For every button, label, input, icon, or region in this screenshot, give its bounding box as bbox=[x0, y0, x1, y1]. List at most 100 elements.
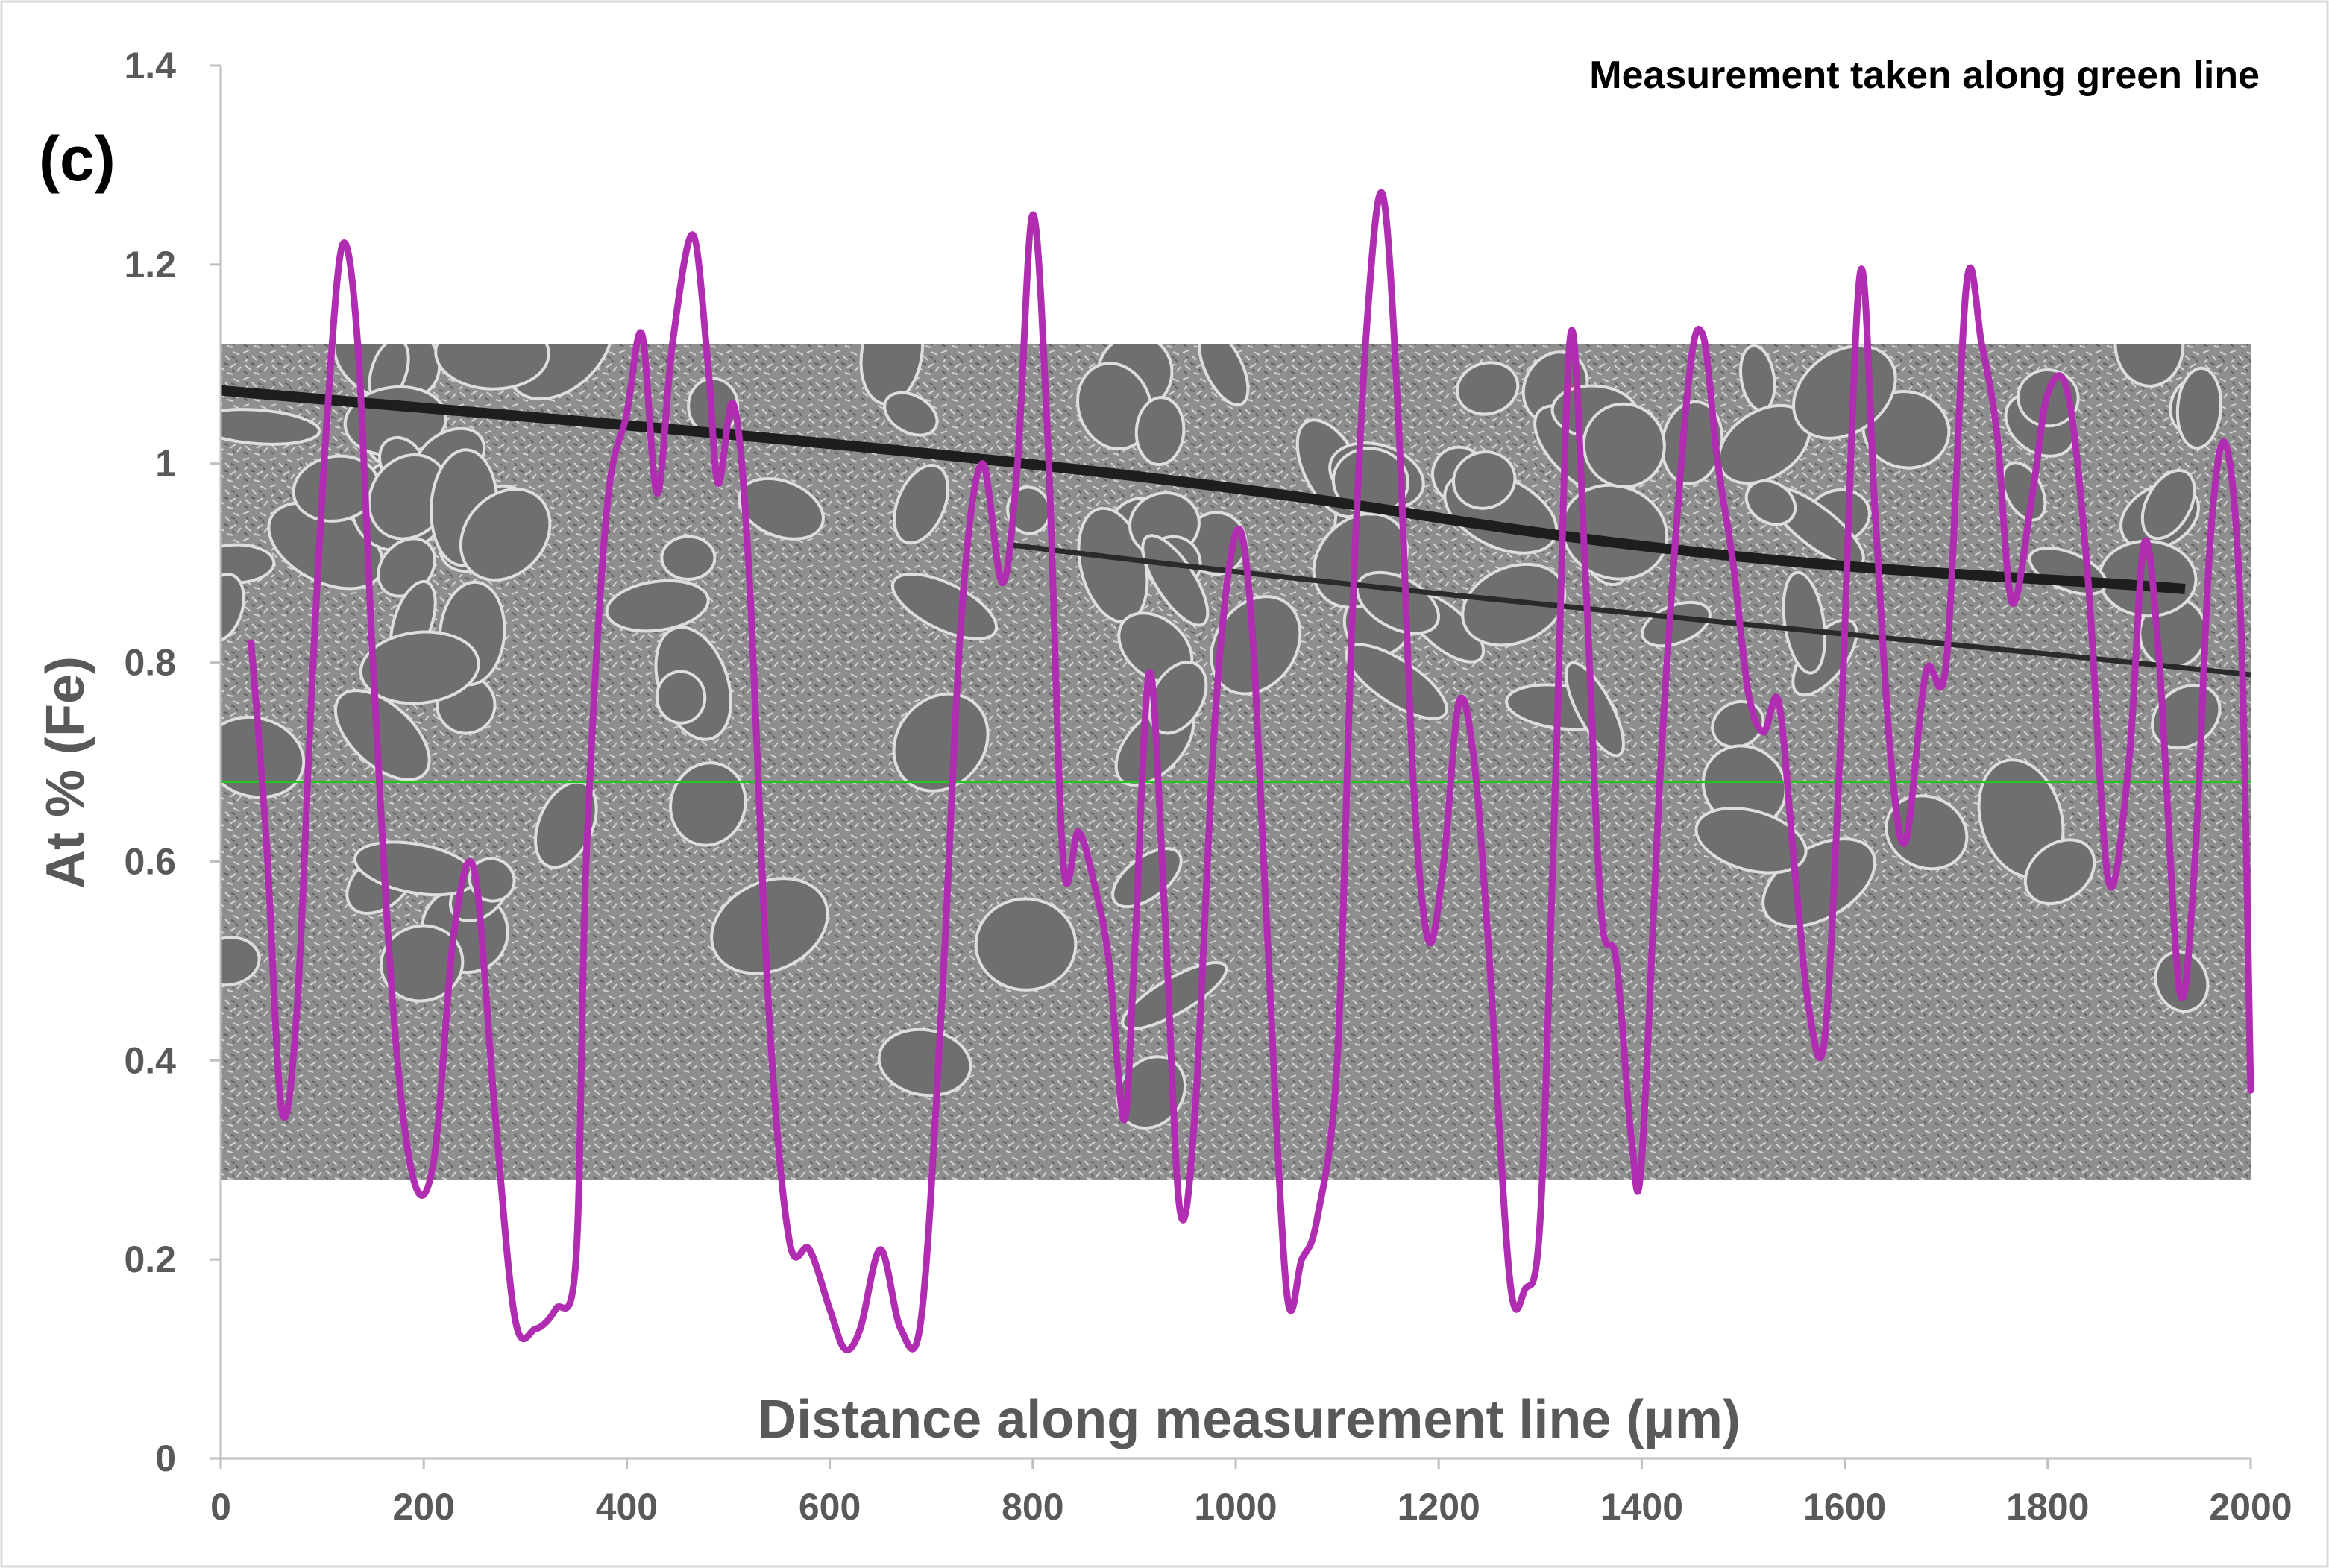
y-tick-label: 1 bbox=[155, 443, 176, 485]
sem-grain bbox=[1147, 661, 1208, 735]
fe-data-point bbox=[1334, 1057, 1340, 1063]
x-tick-label: 1000 bbox=[1194, 1486, 1277, 1528]
fe-data-point bbox=[1776, 699, 1782, 705]
fe-data-point bbox=[1410, 779, 1416, 785]
fe-data-point bbox=[1685, 391, 1691, 397]
fe-data-point bbox=[279, 1107, 285, 1113]
fe-data-point bbox=[2157, 660, 2163, 666]
fe-data-point bbox=[1613, 958, 1619, 964]
sem-grain bbox=[2113, 344, 2185, 388]
fe-data-point bbox=[2207, 540, 2213, 546]
fe-data-point bbox=[1162, 908, 1168, 914]
fe-data-point bbox=[1806, 1008, 1812, 1014]
sem-grain bbox=[1134, 396, 1186, 467]
sem-crack-secondary bbox=[1006, 541, 2251, 678]
fe-data-point bbox=[1978, 341, 1984, 347]
fe-data-point bbox=[1365, 312, 1371, 318]
fe-data-point bbox=[2248, 1087, 2254, 1093]
fe-data-point bbox=[690, 232, 696, 238]
fe-data-point bbox=[1030, 212, 1036, 218]
fe-data-point bbox=[2141, 540, 2147, 546]
sem-grain bbox=[221, 936, 261, 987]
measurement-annotation: Measurement taken along green line bbox=[1589, 54, 2260, 97]
fe-data-point bbox=[1537, 1217, 1543, 1223]
sem-grain bbox=[859, 344, 925, 406]
fe-data-point bbox=[1380, 192, 1386, 198]
sem-grain bbox=[434, 344, 550, 391]
fe-data-point bbox=[2222, 441, 2228, 447]
fe-data-point bbox=[2105, 878, 2111, 884]
fe-data-point bbox=[2192, 858, 2198, 864]
sem-grain bbox=[380, 924, 465, 1003]
sem-micrograph-base bbox=[221, 344, 2251, 1180]
sem-cracks bbox=[221, 385, 2251, 678]
fe-data-point bbox=[2029, 491, 2035, 497]
fe-data-point bbox=[1298, 1256, 1304, 1262]
fe-data-point bbox=[471, 869, 477, 875]
fe-data-point bbox=[1233, 530, 1239, 536]
sem-grain bbox=[1885, 794, 1969, 871]
sem-grain bbox=[710, 877, 829, 975]
y-tick-label: 1.4 bbox=[124, 45, 176, 86]
fe-data-point bbox=[654, 491, 660, 497]
fe-data-point bbox=[1248, 610, 1254, 616]
sem-grain bbox=[669, 761, 747, 847]
fe-data-point bbox=[532, 1326, 538, 1332]
y-axis-title: At % (Fe) bbox=[36, 656, 95, 889]
fe-data-point bbox=[1821, 1038, 1827, 1044]
fe-data-point bbox=[1090, 878, 1096, 884]
fe-data-point bbox=[639, 331, 645, 337]
fe-data-point bbox=[715, 480, 721, 486]
fe-data-point bbox=[2065, 391, 2071, 397]
fe-data-point bbox=[491, 1107, 497, 1113]
sem-grain bbox=[1694, 807, 1808, 875]
fe-data-point bbox=[1213, 709, 1219, 715]
sem-grain bbox=[605, 579, 710, 633]
sem-crack-main bbox=[221, 385, 2186, 594]
fe-data-point bbox=[1441, 858, 1447, 864]
sem-grain bbox=[1455, 361, 1520, 416]
fe-data-point bbox=[1700, 331, 1706, 337]
sem-grain bbox=[1331, 447, 1410, 516]
fe-data-point bbox=[1426, 938, 1432, 944]
fe-data-point bbox=[1902, 839, 1908, 845]
fe-data-point bbox=[746, 560, 752, 566]
fe-data-point bbox=[999, 580, 1005, 586]
fe-data-point bbox=[1629, 1137, 1635, 1143]
fe-data-point bbox=[411, 1177, 417, 1183]
fe-data-point bbox=[959, 610, 965, 616]
sem-grain bbox=[1076, 362, 1153, 451]
sem-grain bbox=[660, 535, 717, 581]
fe-data-point bbox=[1791, 858, 1797, 864]
x-tick-label: 1600 bbox=[1803, 1486, 1886, 1528]
sem-grain bbox=[877, 1027, 972, 1098]
sem-grain bbox=[2140, 468, 2196, 541]
fe-data-point bbox=[918, 1316, 924, 1322]
y-tick-label: 0.2 bbox=[124, 1238, 176, 1280]
fe-data-point bbox=[1075, 828, 1081, 834]
fe-data-point bbox=[1522, 1286, 1528, 1292]
fe-data-point bbox=[370, 660, 376, 666]
y-tick-label: 0.8 bbox=[124, 642, 176, 684]
sem-grain bbox=[221, 715, 306, 799]
fe-data-point bbox=[2085, 580, 2091, 586]
sem-grain bbox=[2175, 366, 2222, 450]
fe-data-point bbox=[1014, 461, 1020, 467]
x-tick-label: 200 bbox=[392, 1486, 454, 1528]
fe-data-point bbox=[827, 1306, 833, 1312]
fe-data-point bbox=[1486, 958, 1492, 964]
fe-data-point bbox=[1638, 1157, 1644, 1163]
fe-data-point bbox=[730, 401, 736, 407]
fe-data-point bbox=[553, 1306, 559, 1312]
sem-grain bbox=[890, 572, 999, 640]
x-axis-title: Distance along measurement line (µm) bbox=[758, 1390, 1741, 1449]
fe-data-point bbox=[1730, 560, 1736, 566]
x-tick-label: 600 bbox=[799, 1486, 861, 1528]
fe-data-point bbox=[1553, 779, 1559, 785]
fe-data-point bbox=[1943, 660, 1949, 666]
fe-data-point bbox=[1060, 858, 1066, 864]
x-tick-label: 0 bbox=[210, 1486, 231, 1528]
sem-grain bbox=[893, 464, 950, 545]
fe-data-point bbox=[1106, 958, 1112, 964]
